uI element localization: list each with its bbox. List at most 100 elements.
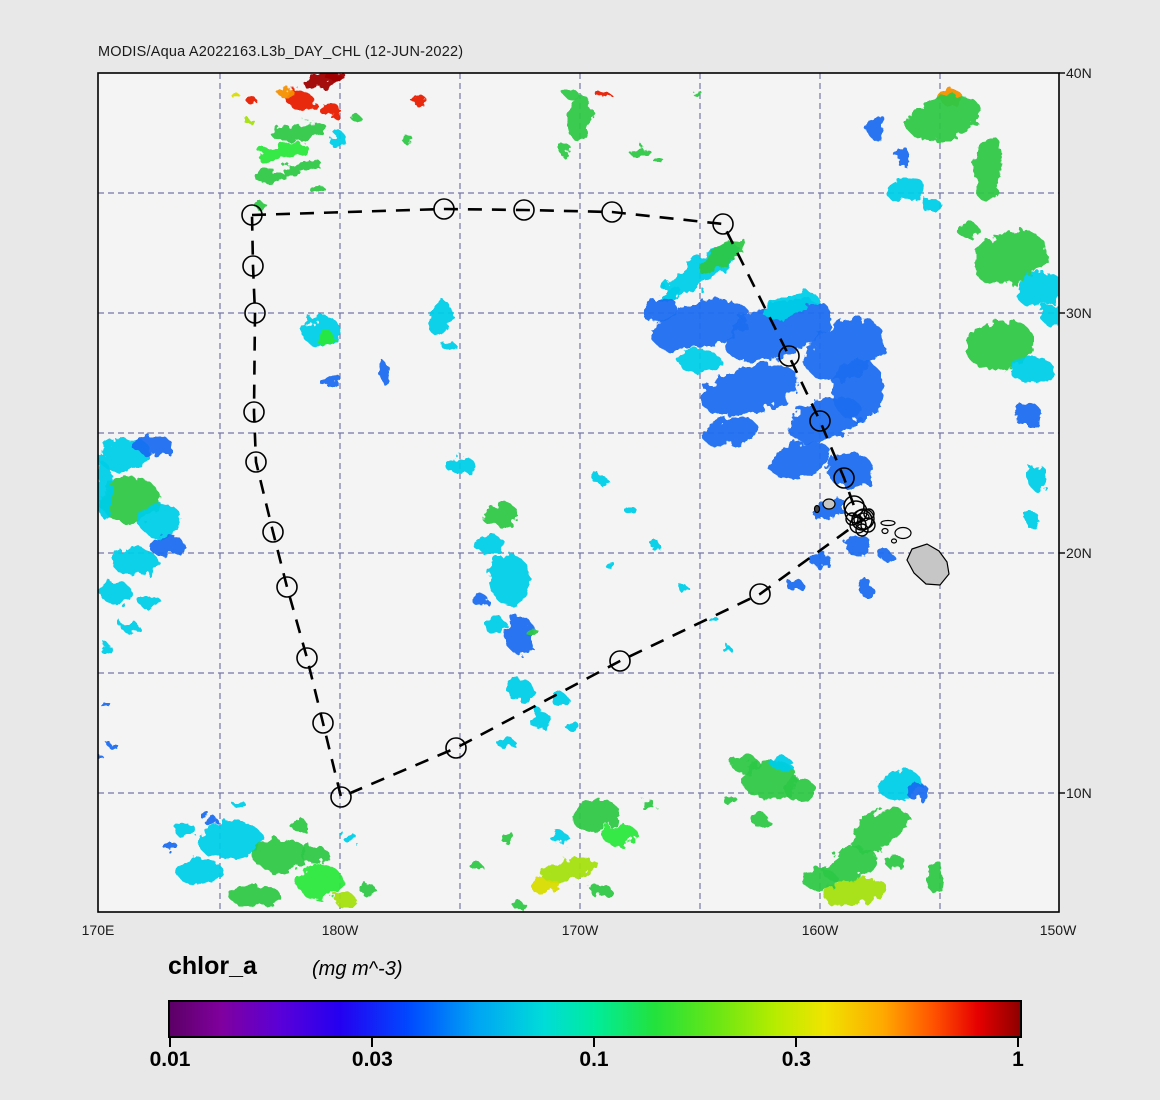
chlorophyll-patch <box>506 679 534 701</box>
chlorophyll-patch <box>723 795 737 805</box>
colorbar-variable-label: chlor_a <box>168 952 257 980</box>
chlorophyll-patch <box>649 541 661 549</box>
chlorophyll-patch <box>542 857 598 883</box>
chlorophyll-patch <box>596 92 612 98</box>
plot-title: MODIS/Aqua A2022163.L3b_DAY_CHL (12-JUN-… <box>98 44 464 60</box>
station-cluster-marker <box>855 523 869 537</box>
chlorophyll-patch <box>731 755 759 773</box>
chlorophyll-patch <box>823 878 887 906</box>
colorbar-tick-label-0.3: 0.3 <box>781 1048 811 1071</box>
lon-label-160W: 160W <box>801 922 839 938</box>
colorbar-tick-label-0.1: 0.1 <box>579 1048 609 1071</box>
station-marker <box>244 302 266 324</box>
chlorophyll-patch <box>301 846 329 864</box>
ship-track-line <box>250 207 864 799</box>
station-marker <box>241 204 263 226</box>
station-marker <box>809 410 831 432</box>
chlorophyll-patch <box>723 647 733 653</box>
chlorophyll-patch <box>751 814 769 826</box>
chlorophyll-patch <box>642 298 678 322</box>
chlorophyll-patches <box>98 73 1059 910</box>
chlorophyll-patch <box>922 199 942 213</box>
chlorophyll-patch <box>823 847 877 883</box>
chlorophyll-patch <box>702 417 758 447</box>
chlorophyll-patch <box>428 300 452 336</box>
chlorophyll-patch <box>786 579 804 591</box>
chlorophyll-patch <box>472 594 488 606</box>
lon-label-150W: 150W <box>1039 922 1077 938</box>
island-hawaii-big-island <box>906 543 950 586</box>
colorbar-tick-label-1: 1 <box>1012 1048 1024 1071</box>
colorbar-tick <box>795 1038 798 1047</box>
chlorophyll-patch <box>812 499 848 521</box>
hawaiian-islands <box>813 498 950 586</box>
chlorophyll-patch <box>640 800 656 810</box>
chlorophyll-patch <box>571 799 619 831</box>
chlorophyll-patch <box>768 441 832 479</box>
chlorophyll-patch <box>256 142 308 162</box>
chlorophyll-patch <box>678 351 722 373</box>
station-marker <box>242 255 264 277</box>
chlorophyll-patch <box>102 703 112 709</box>
chlorophyll-patch <box>845 534 871 556</box>
chlorophyll-patch <box>1029 464 1047 492</box>
chlorophyll-patch <box>320 103 340 117</box>
chlorophyll-patch <box>698 238 746 274</box>
island-niihau <box>813 504 821 514</box>
map-border <box>97 72 1060 913</box>
chlorophyll-patch <box>402 136 414 144</box>
chlorophyll-patch <box>138 503 182 537</box>
chlorophyll-patch <box>410 95 426 103</box>
chlorophyll-patch <box>701 364 799 416</box>
chlorophyll-patch <box>325 73 345 82</box>
chlorophyll-patch <box>490 554 530 606</box>
chlorophyll-patch <box>605 561 615 569</box>
station-marker <box>296 647 318 669</box>
chlorophyll-patch <box>526 627 538 637</box>
lat-label-10N: 10N <box>1066 785 1092 801</box>
station-cluster-marker <box>853 508 875 530</box>
station-marker <box>513 199 535 221</box>
chlorophyll-patch <box>108 743 118 749</box>
chlorophyll-patch <box>121 621 139 633</box>
chlorophyll-patch <box>343 833 357 843</box>
chlorophyll-patch <box>886 178 926 202</box>
chlorophyll-patch <box>98 462 113 518</box>
chlorophyll-patch <box>551 694 569 706</box>
chlorophyll-patch <box>132 434 172 456</box>
lon-label-170E: 170E <box>81 922 115 938</box>
station-marker <box>312 712 334 734</box>
island-kahoolawe <box>890 538 898 544</box>
chlorophyll-patch <box>589 883 611 897</box>
chlorophyll-patch <box>482 503 518 527</box>
chlorophyll-patch <box>174 823 196 837</box>
colorbar-units-label: (mg m^-3) <box>312 958 403 980</box>
chlorophyll-patch <box>484 616 506 634</box>
chlorophyll-patch <box>928 858 942 894</box>
colorbar-tick <box>1017 1038 1019 1047</box>
chlorophyll-patch <box>496 736 514 748</box>
chlorophyll-patch <box>255 169 285 185</box>
chlorophyll-patch <box>334 893 356 907</box>
chlorophyll-patch <box>379 362 389 384</box>
lat-label-40N: 40N <box>1066 65 1092 81</box>
chlorophyll-patch <box>878 550 892 560</box>
chlorophyll-patch <box>624 506 636 514</box>
chlorophyll-patch <box>691 89 701 95</box>
station-cluster-marker <box>863 508 875 520</box>
chlorophyll-patch <box>966 320 1034 370</box>
chlorophyll-patch <box>651 299 749 351</box>
chlorophyll-patch <box>957 222 979 238</box>
station-marker <box>778 345 800 367</box>
chlorophyll-patch <box>506 615 534 655</box>
chlorophyll-patch <box>551 832 569 844</box>
chlorophyll-patch <box>802 869 838 891</box>
chlorophyll-patch <box>234 801 246 809</box>
chlorophyll-patch <box>177 858 223 886</box>
chlorophyll-patch <box>885 855 905 869</box>
station-marker <box>833 467 855 489</box>
chlorophyll-patch <box>895 146 909 166</box>
chlorophyll-patch <box>278 88 294 98</box>
station-marker <box>445 737 467 759</box>
colorbar-gradient <box>168 1000 1022 1038</box>
